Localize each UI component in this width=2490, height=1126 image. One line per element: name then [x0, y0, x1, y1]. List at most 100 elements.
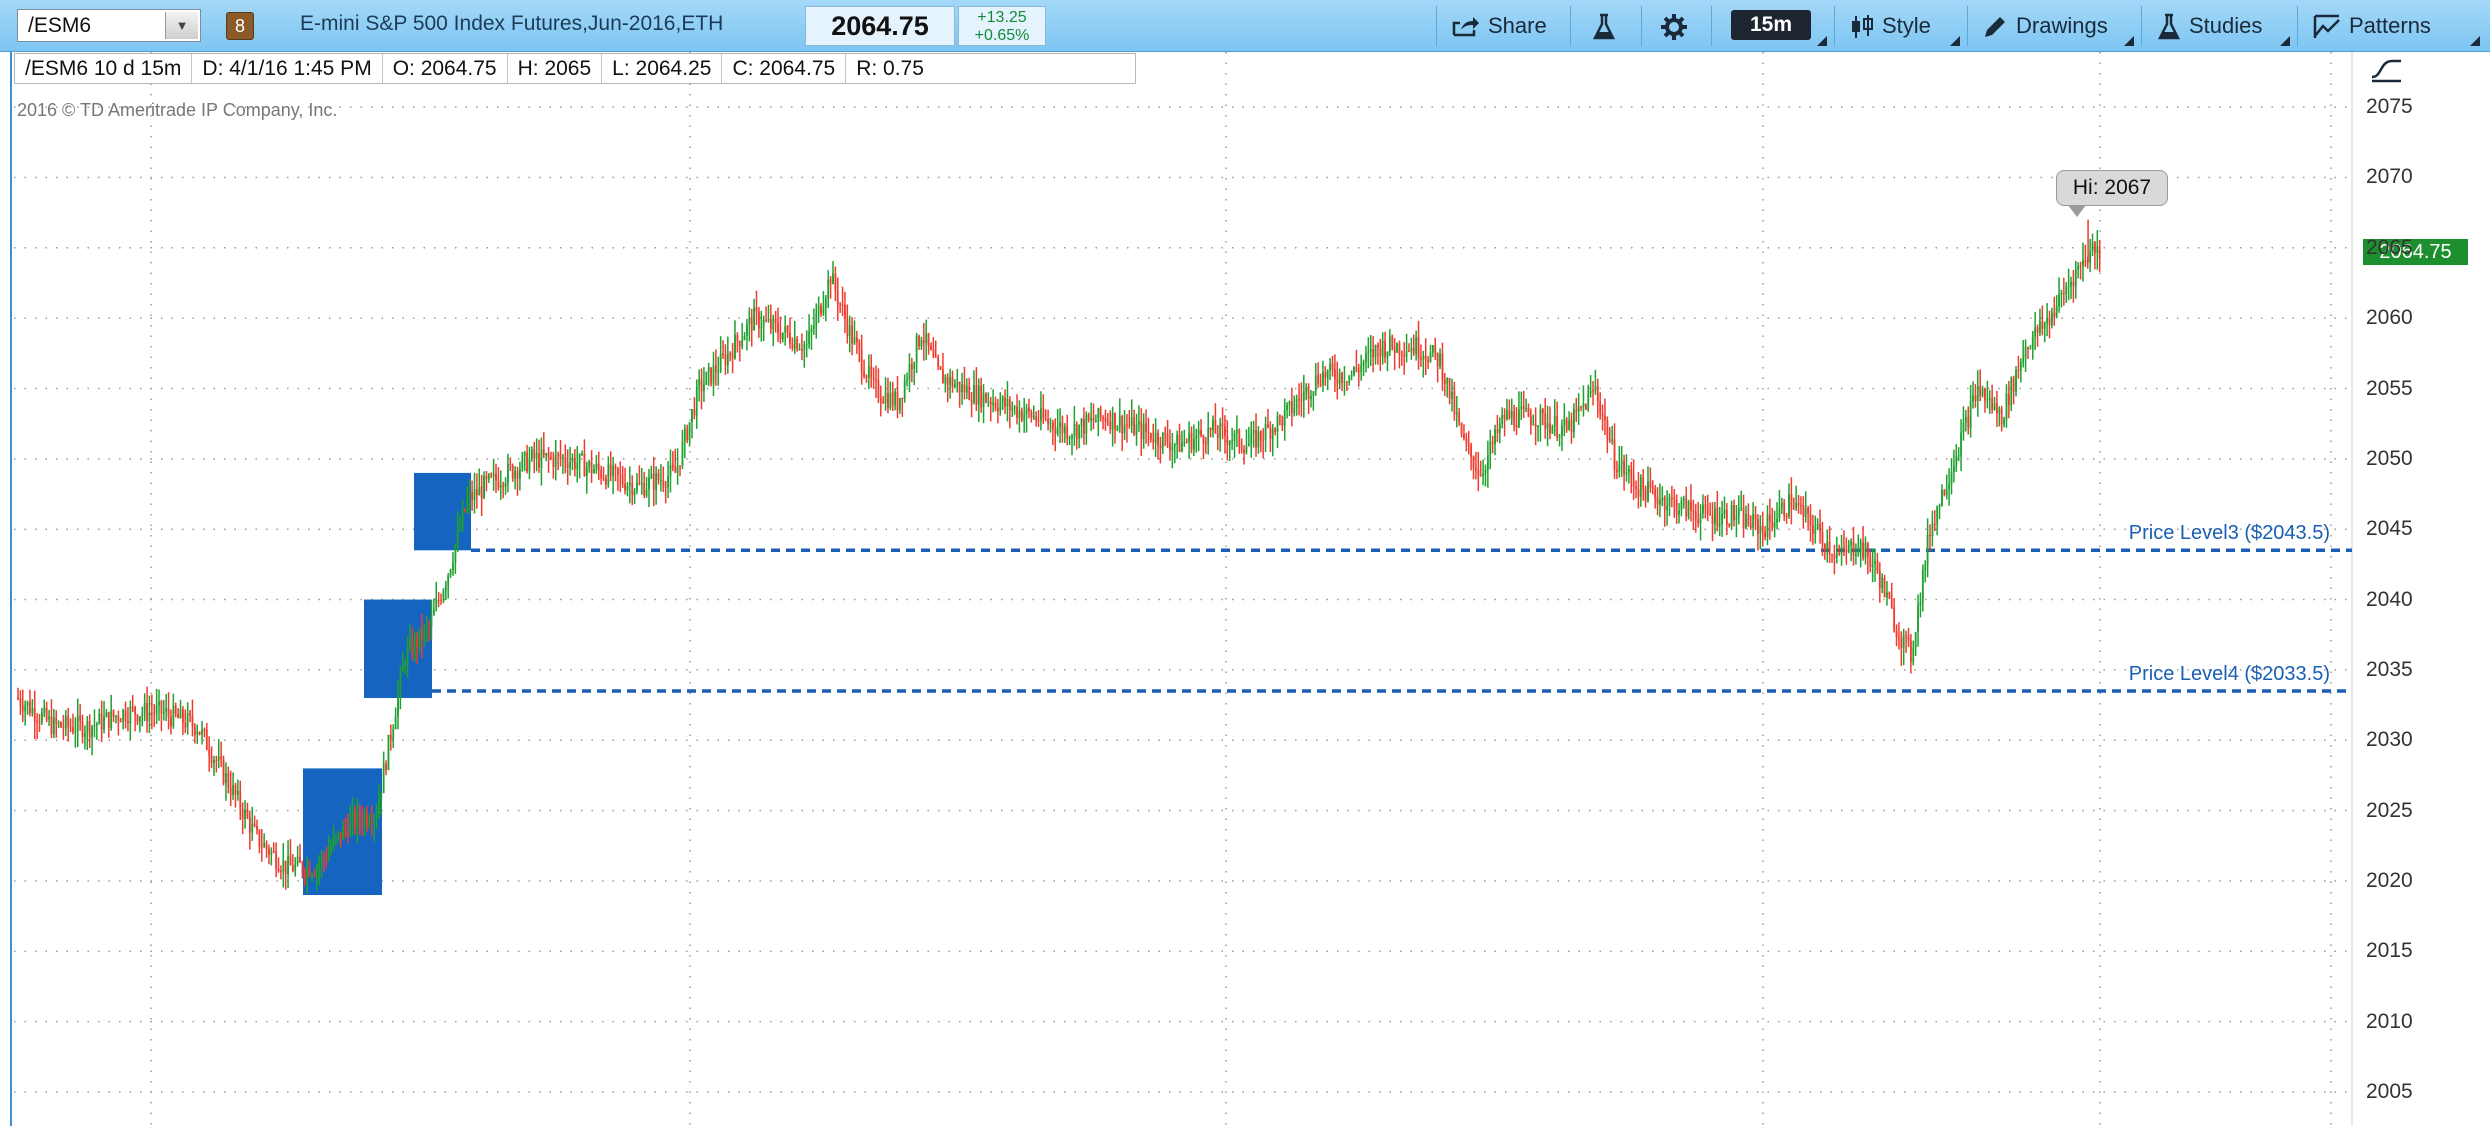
candle-body — [1909, 640, 1912, 662]
candle-body — [2000, 408, 2003, 425]
candle-body — [146, 702, 148, 721]
candle-body — [1152, 439, 1155, 443]
dropdown-corner-icon — [2280, 36, 2290, 46]
candle-body — [1510, 411, 1513, 419]
candle-body — [870, 366, 873, 378]
candle-body — [232, 785, 234, 795]
candle-body — [877, 380, 880, 399]
dropdown-corner-icon — [1950, 36, 1960, 46]
link-group-badge[interactable]: 8 — [226, 12, 254, 40]
symbol-selector[interactable]: /ESM6 ▼ — [17, 9, 201, 42]
candle-body — [1783, 502, 1786, 517]
candle-body — [337, 831, 340, 836]
candle-body — [277, 868, 280, 872]
candle-body — [562, 457, 564, 459]
candle-body — [1809, 513, 1812, 526]
candle-body — [1219, 423, 1222, 438]
settings-button[interactable] — [1660, 8, 1696, 44]
candle-body — [456, 528, 459, 545]
candle-body — [1434, 345, 1437, 353]
price-level-3-label[interactable]: Price Level3 ($2043.5) — [2128, 522, 2330, 545]
candle-body — [210, 756, 213, 763]
candle-body — [1008, 399, 1011, 411]
candle-body — [2062, 292, 2065, 294]
candle-body — [1259, 431, 1262, 440]
candle-body — [308, 866, 311, 877]
chart-area[interactable] — [0, 52, 2490, 1126]
candle-body — [953, 384, 956, 388]
candle-body — [999, 403, 1002, 412]
candle-body — [1890, 598, 1893, 608]
candle-body — [1790, 494, 1793, 509]
candle-body — [1037, 420, 1040, 422]
price-level-4-label[interactable]: Price Level4 ($2033.5) — [2128, 663, 2330, 685]
candle-body — [263, 843, 266, 847]
candle-body — [1835, 553, 1838, 558]
candle-body — [834, 273, 837, 291]
candle-body — [1073, 424, 1076, 436]
candle-body — [669, 465, 672, 477]
candle-body — [554, 454, 557, 467]
candle-body — [1111, 413, 1114, 430]
candle-body — [1838, 553, 1841, 555]
chart-settings-icon[interactable] — [2368, 53, 2404, 85]
candle-body — [1945, 488, 1948, 495]
candle-body — [1771, 522, 1774, 528]
candle-body — [1642, 476, 1645, 490]
candle-body — [318, 864, 321, 869]
patterns-button[interactable]: Patterns — [2313, 8, 2431, 44]
candle-body — [1071, 435, 1073, 439]
candle-body — [1226, 436, 1229, 445]
candle-body — [855, 337, 858, 343]
candle-body — [495, 473, 497, 481]
candle-body — [162, 711, 165, 714]
copyright-notice: 2016 © TD Ameritrade IP Company, Inc. — [17, 100, 338, 120]
candle-body — [1063, 426, 1066, 433]
current-price-tag: 2064.75 — [2363, 239, 2468, 265]
candle-body — [205, 730, 208, 750]
candle-body — [1644, 489, 1647, 502]
candle-body — [965, 385, 968, 393]
candle-body — [1525, 407, 1527, 410]
candle-body — [349, 818, 352, 836]
candle-body — [1919, 602, 1922, 605]
drawings-button[interactable]: Drawings — [1982, 8, 2108, 44]
candle-body — [1704, 504, 1707, 508]
candle-body — [652, 473, 655, 491]
candle-body — [1515, 424, 1518, 428]
timeframe-button[interactable]: 15m — [1731, 10, 1811, 40]
candle-body — [1601, 414, 1604, 417]
candle-body — [41, 712, 43, 722]
candle-body — [588, 461, 591, 468]
candle-body — [1061, 422, 1064, 433]
candle-body — [432, 609, 435, 616]
candle-body — [1587, 393, 1590, 410]
candle-body — [1025, 407, 1028, 415]
candle-body — [1764, 531, 1766, 537]
share-icon — [1452, 17, 1479, 37]
candle-body — [466, 497, 469, 511]
candle-body — [124, 710, 127, 721]
candle-body — [1678, 510, 1680, 515]
candle-body — [1288, 401, 1291, 405]
candle-body — [284, 860, 287, 875]
candle-body — [1405, 351, 1408, 357]
candle-body — [1924, 565, 1927, 570]
candle-body — [934, 356, 937, 358]
candle-body — [1563, 419, 1566, 426]
share-button[interactable]: Share — [1452, 8, 1547, 44]
price-chart[interactable] — [0, 52, 2490, 1126]
flask-button[interactable] — [1592, 8, 1624, 44]
candle-body — [234, 785, 237, 795]
candle-body — [1568, 420, 1571, 430]
divider — [1967, 6, 1968, 46]
bar-info-strip: /ESM6 10 d 15m D: 4/1/16 1:45 PM O: 2064… — [14, 53, 1136, 84]
candle-body — [1575, 409, 1578, 412]
candle-body — [2070, 281, 2072, 287]
style-button[interactable]: Style — [1850, 8, 1931, 44]
chevron-down-icon[interactable]: ▼ — [165, 12, 198, 39]
candle-body — [533, 449, 536, 459]
studies-button[interactable]: Studies — [2157, 8, 2262, 44]
candle-body — [1149, 432, 1152, 440]
candle-body — [901, 398, 904, 400]
